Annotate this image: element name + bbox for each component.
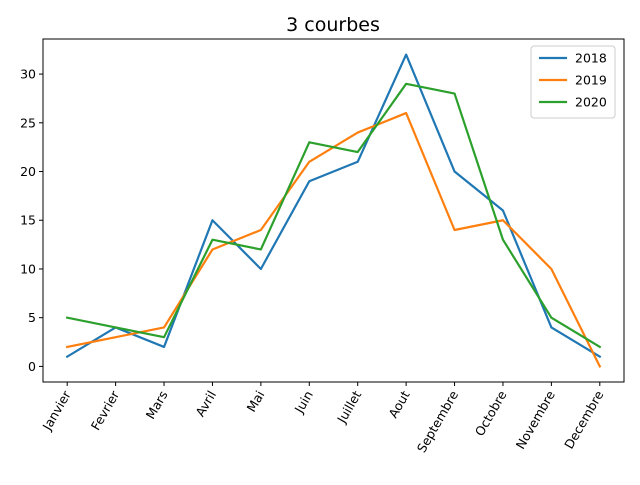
series-line-2020 [65,82,602,349]
x-tick-label: Aout [385,388,412,421]
y-tick-label: 10 [20,261,36,276]
series-line-2018 [65,53,602,359]
y-tick-label: 30 [20,67,36,82]
legend-box [530,45,616,119]
y-tick-label: 25 [20,115,36,130]
legend-label-2020: 2020 [575,95,607,110]
series-line-2019 [65,111,602,368]
x-tick-label: Fevrier [88,387,123,433]
y-tick-label: 15 [20,213,36,228]
x-tick-label: Avril [192,388,219,419]
x-tick-label: Decembre [561,388,606,452]
chart-title: 3 courbes [286,14,380,36]
x-tick-label: Janvier [39,387,74,433]
x-tick-label: Juin [291,388,316,416]
axes-frame [42,38,625,383]
x-tick-label: Juillet [334,388,365,426]
legend-label-2018: 2018 [575,51,607,66]
x-tick-label: Septembre [414,388,462,455]
x-tick-label: Novembre [513,388,559,452]
y-tick-label: 0 [28,359,36,374]
x-tick-label: Mars [143,388,171,422]
legend-label-2019: 2019 [575,73,607,88]
x-tick-label: Mai [244,388,268,414]
y-tick-label: 5 [28,310,36,325]
x-tick-label: Octobre [472,388,510,439]
y-tick-label: 20 [20,164,36,179]
legend: 2018 2019 2020 [530,45,616,119]
